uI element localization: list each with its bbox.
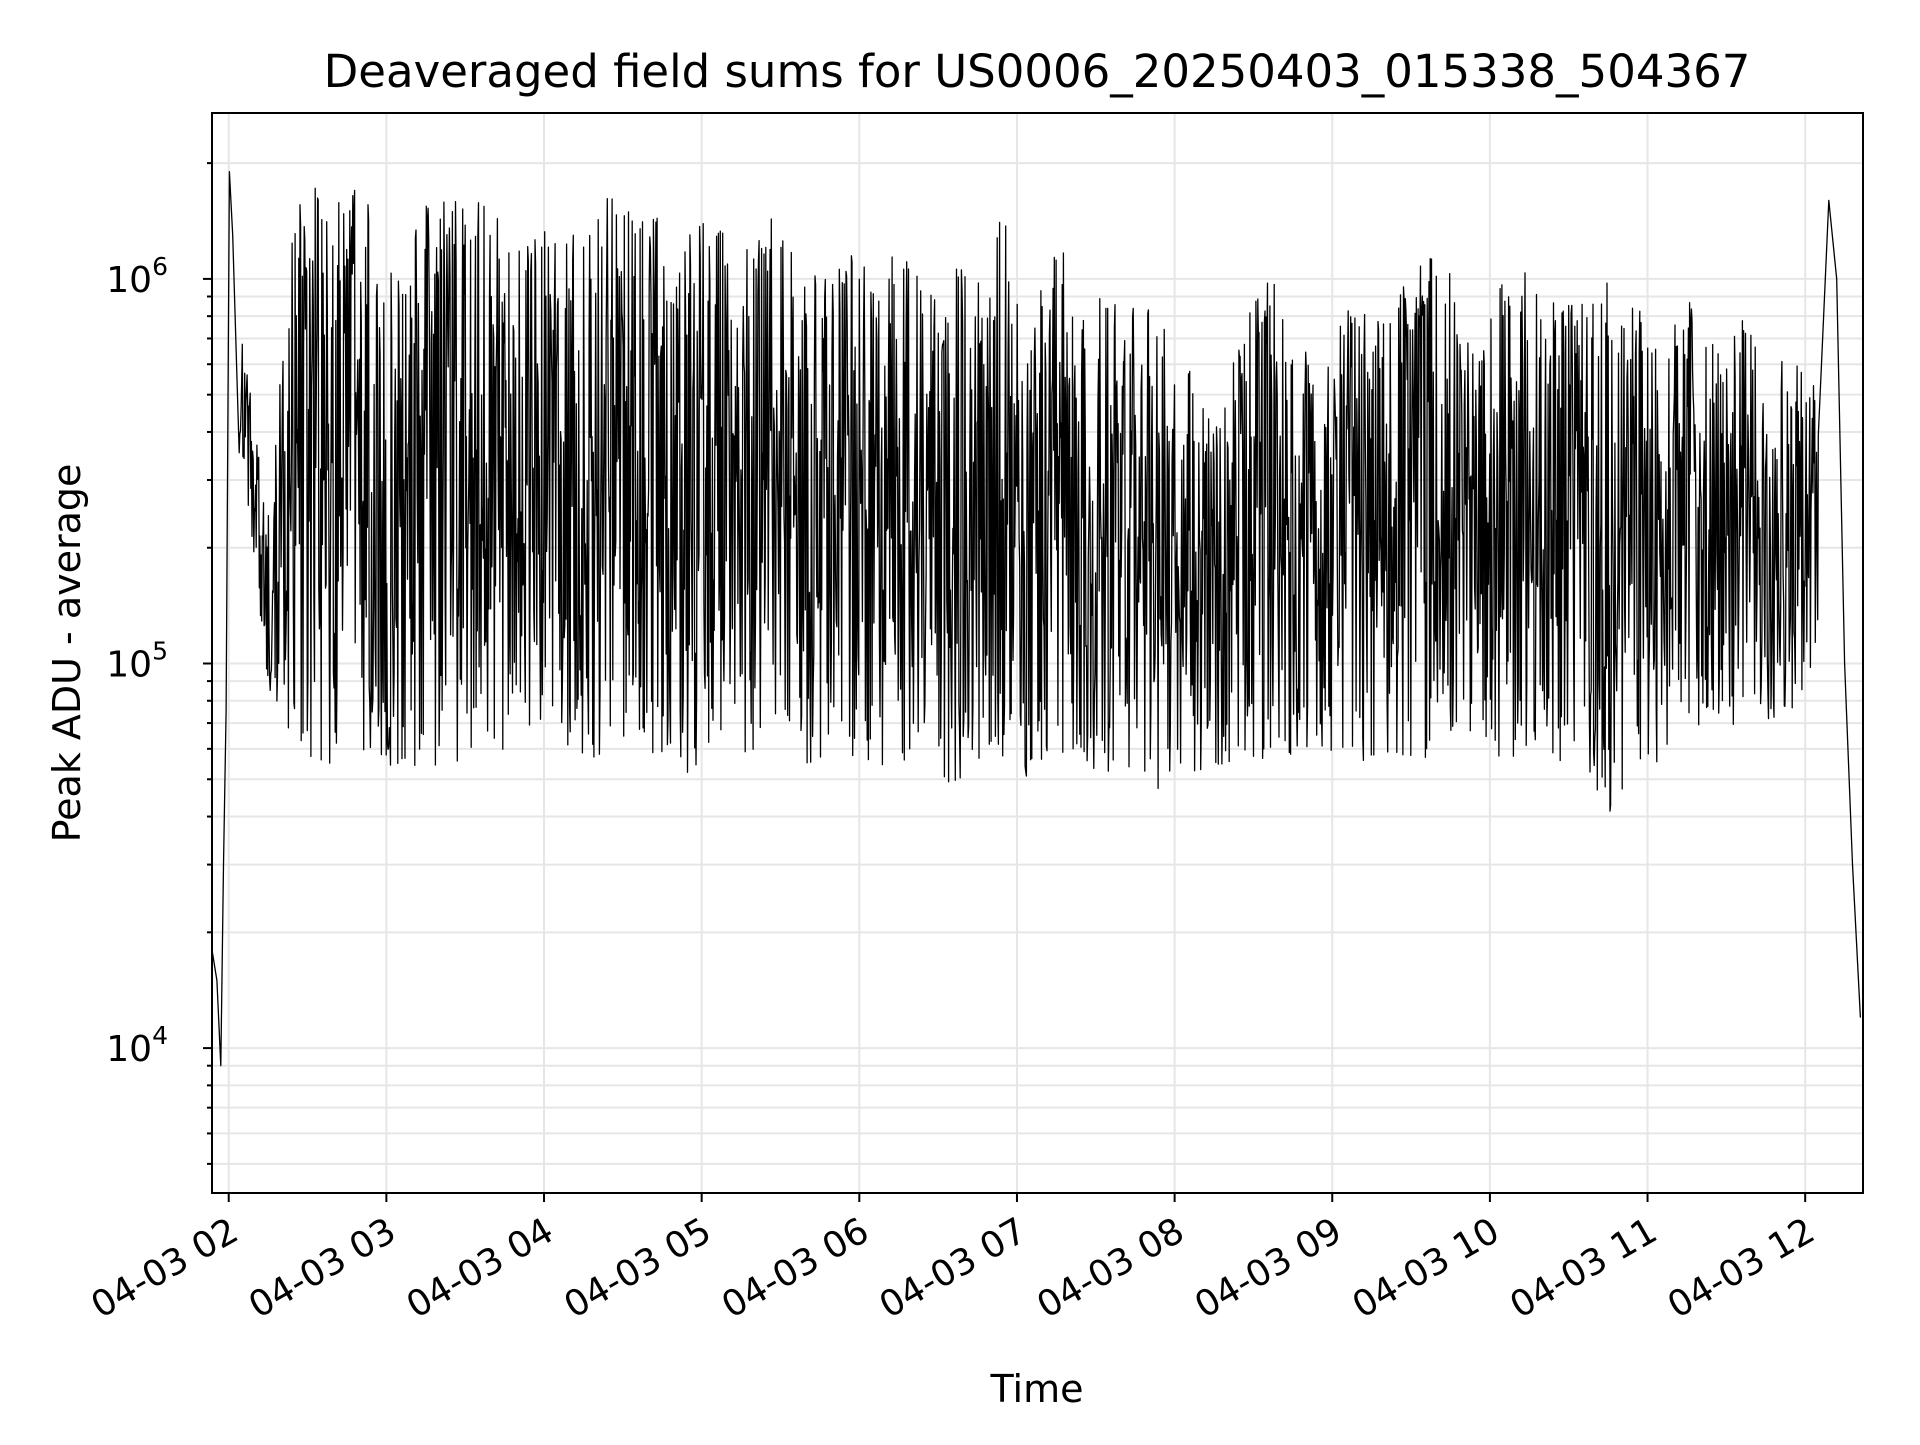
y-tick-label: 105 xyxy=(106,637,168,686)
y-tick-label: 104 xyxy=(106,1021,168,1070)
y-tick-label: 106 xyxy=(106,252,168,301)
series-layer xyxy=(211,171,1862,1067)
y-axis-label: Peak ADU - average xyxy=(45,464,89,843)
plot-frame xyxy=(211,112,1864,1194)
series-line xyxy=(211,171,1862,1067)
y-axis: 104 105 106 xyxy=(106,162,212,1165)
chart-title: Deaveraged field sums for US0006_2025040… xyxy=(324,45,1751,98)
x-axis-label: Time xyxy=(990,1367,1084,1411)
